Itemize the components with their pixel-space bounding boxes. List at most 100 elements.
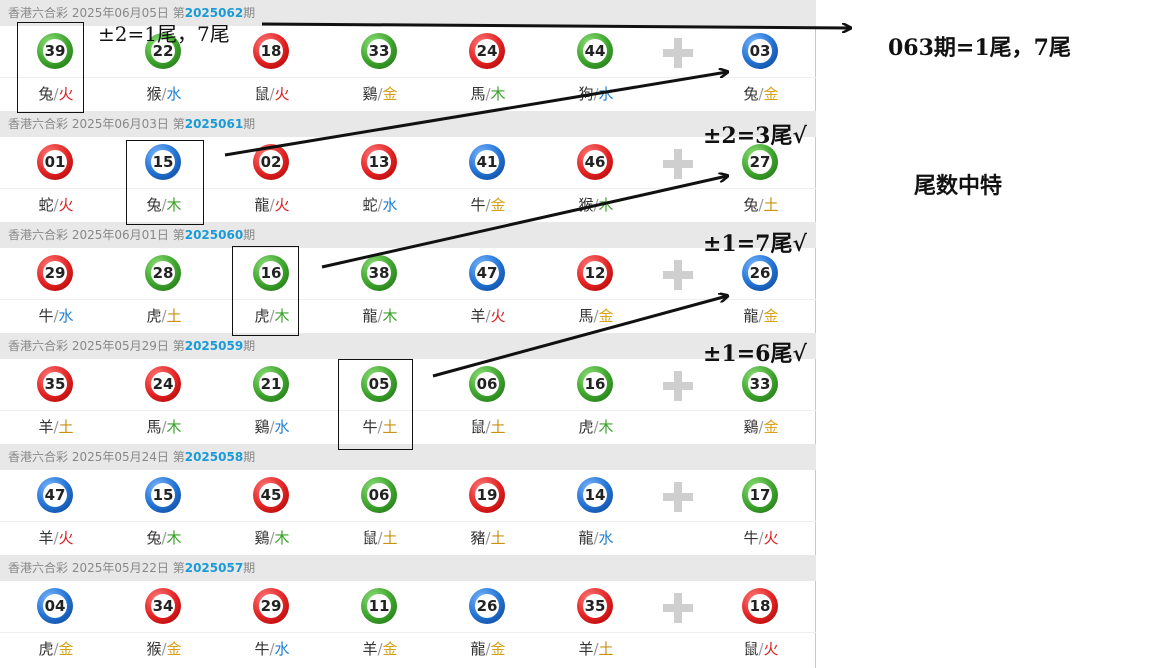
draw-header: 香港六合彩 2025年05月24日 第2025058期 (0, 444, 816, 470)
green-ball: 05 (361, 366, 397, 402)
draw-issue-link[interactable]: 2025057 (184, 561, 244, 575)
ball-cell: 06 鼠/土 (448, 359, 528, 444)
ball-cell: 22 猴/水 (124, 26, 204, 111)
zodiac-element-label: 鼠/土 (340, 527, 420, 548)
separator: / (269, 418, 275, 436)
ball-cell: 01 蛇/火 (16, 137, 96, 222)
ball-number: 15 (151, 150, 175, 174)
zodiac-element-label: 鼠/火 (232, 83, 312, 104)
green-ball: 28 (145, 255, 181, 291)
ball-number: 33 (367, 39, 391, 63)
separator: / (269, 85, 275, 103)
ball-cell: 11 羊/金 (340, 581, 420, 666)
ball-cell: 21 鷄/水 (232, 359, 312, 444)
element-text: 金 (58, 640, 74, 658)
ball-number: 17 (748, 483, 772, 507)
highlight-box-062-ball-39 (17, 22, 84, 113)
blue-ball: 04 (37, 588, 73, 624)
zodiac-element-label: 兔/火 (16, 83, 96, 104)
highlight-box-059-ball-05 (338, 359, 413, 450)
green-ball: 39 (37, 33, 73, 69)
element-text: 水 (598, 85, 614, 103)
ball-number: 06 (475, 372, 499, 396)
zodiac-element-label: 虎/木 (232, 305, 312, 326)
element-text: 水 (382, 196, 398, 214)
plus-icon (663, 593, 693, 623)
element-text: 水 (274, 640, 290, 658)
row-divider (0, 521, 816, 522)
zodiac-text: 鷄 (362, 85, 378, 103)
draw-issue-link[interactable]: 2025062 (184, 6, 244, 20)
element-text: 水 (598, 529, 614, 547)
zodiac-element-label: 牛/水 (232, 638, 312, 659)
zodiac-text: 虎 (254, 307, 270, 325)
zodiac-element-label: 虎/金 (16, 638, 96, 659)
draw-issue-link[interactable]: 2025058 (184, 450, 244, 464)
plus-icon (663, 149, 693, 179)
ball-cell: 24 馬/木 (124, 359, 204, 444)
element-text: 土 (490, 529, 506, 547)
zodiac-element-label: 猴/水 (124, 83, 204, 104)
separator: / (53, 418, 59, 436)
element-text: 木 (166, 418, 182, 436)
zodiac-element-label: 豬/土 (448, 527, 528, 548)
separator: / (758, 418, 764, 436)
element-text: 木 (166, 196, 182, 214)
zodiac-element-label: 蛇/火 (16, 194, 96, 215)
highlight-box-061-ball-15 (126, 140, 204, 225)
zodiac-text: 豬 (470, 529, 486, 547)
special-ball-cell: 17 牛/火 (721, 470, 801, 555)
zodiac-element-label: 兔/土 (721, 194, 801, 215)
separator: / (758, 85, 764, 103)
separator: / (758, 307, 764, 325)
arrow-059-to-060-special (432, 296, 727, 378)
zodiac-element-label: 虎/木 (556, 416, 636, 437)
ball-cell: 38 龍/木 (340, 248, 420, 333)
zodiac-element-label: 鼠/土 (448, 416, 528, 437)
plus-icon (663, 38, 693, 68)
red-ball: 18 (253, 33, 289, 69)
element-text: 火 (58, 196, 74, 214)
element-text: 土 (763, 196, 779, 214)
blue-ball: 14 (577, 477, 613, 513)
zodiac-text: 蛇 (38, 196, 54, 214)
element-text: 金 (763, 307, 779, 325)
zodiac-element-label: 牛/金 (448, 194, 528, 215)
ball-number: 45 (259, 483, 283, 507)
ball-number: 16 (583, 372, 607, 396)
separator: / (53, 85, 59, 103)
zodiac-text: 牛 (362, 418, 378, 436)
ball-number: 19 (475, 483, 499, 507)
ball-number: 02 (259, 150, 283, 174)
draw-issue-link[interactable]: 2025060 (184, 228, 244, 242)
ball-number: 46 (583, 150, 607, 174)
green-ball: 21 (253, 366, 289, 402)
ball-cell: 47 羊/火 (16, 470, 96, 555)
zodiac-text: 鷄 (254, 418, 270, 436)
arrow-061-to-062-special (224, 72, 727, 157)
element-text: 土 (490, 418, 506, 436)
separator: / (593, 307, 599, 325)
separator: / (53, 196, 59, 214)
zodiac-text: 鼠 (470, 418, 486, 436)
draw-issue-link[interactable]: 2025059 (184, 339, 244, 353)
plus-icon (663, 260, 693, 290)
element-text: 金 (382, 85, 398, 103)
blue-ball: 03 (742, 33, 778, 69)
zodiac-element-label: 龍/木 (340, 305, 420, 326)
ball-number: 15 (151, 483, 175, 507)
green-ball: 22 (145, 33, 181, 69)
zodiac-text: 兔 (743, 196, 759, 214)
zodiac-text: 龍 (362, 307, 378, 325)
element-text: 木 (274, 307, 290, 325)
green-ball: 17 (742, 477, 778, 513)
row-divider (0, 632, 816, 633)
separator: / (593, 529, 599, 547)
draw-header: 香港六合彩 2025年05月29日 第2025059期 (0, 333, 816, 359)
draw-issue-link[interactable]: 2025061 (184, 117, 244, 131)
zodiac-element-label: 馬/木 (124, 416, 204, 437)
ball-cell: 18 鼠/火 (232, 26, 312, 111)
zodiac-text: 羊 (362, 640, 378, 658)
